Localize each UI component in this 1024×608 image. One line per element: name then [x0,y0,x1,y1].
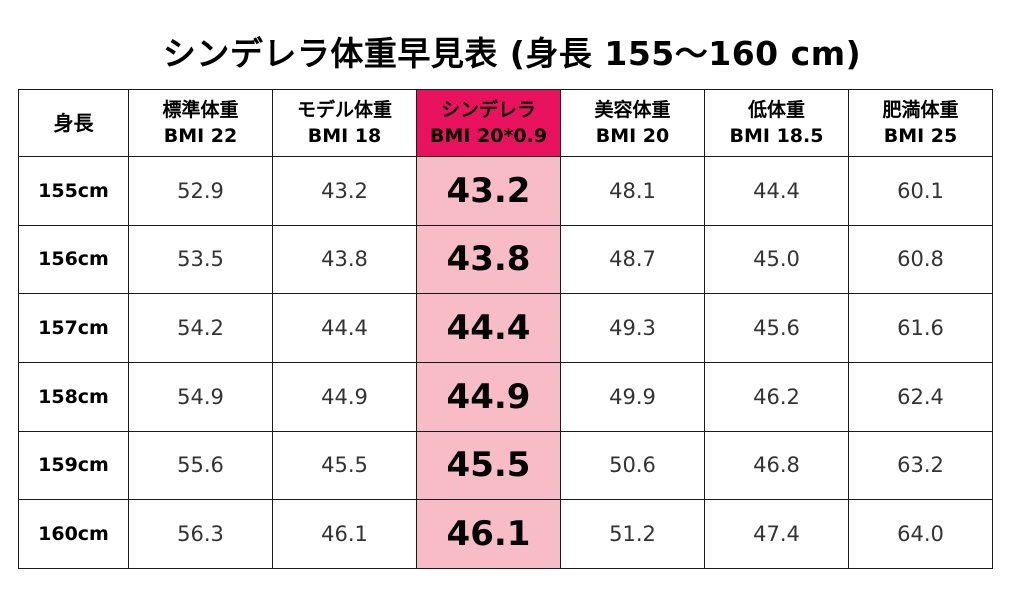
table-cell-beauty: 48.1 [560,156,705,226]
table-row: 159cm 55.6 45.5 45.5 50.6 46.8 63.2 [18,430,993,501]
table-row: 160cm 56.3 46.1 46.1 51.2 47.4 64.0 [18,499,993,569]
table-cell-underweight: 45.0 [704,224,849,295]
table-cell-obese: 60.8 [848,224,993,295]
table-cell-beauty: 50.6 [560,430,705,501]
column-header-label: シンデレラ [440,99,536,121]
table-cell-obese: 64.0 [848,499,993,569]
table-cell-underweight: 46.2 [704,361,849,432]
table-cell-model: 43.8 [272,224,417,295]
table-cell-obese: 63.2 [848,430,993,501]
column-header-standard: 標準体重 BMI 22 [128,89,273,157]
table-cell-model: 44.9 [272,361,417,432]
table-cell-standard: 54.9 [128,361,273,432]
table-cell-underweight: 46.8 [704,430,849,501]
table-header: 身長 標準体重 BMI 22 モデル体重 BMI 18 シンデレラ BMI 20… [18,89,993,157]
column-header-bmi: BMI 18.5 [729,125,824,147]
table-cell-standard: 56.3 [128,499,273,569]
header-row: 身長 標準体重 BMI 22 モデル体重 BMI 18 シンデレラ BMI 20… [18,89,993,157]
table-body: 155cm 52.9 43.2 43.2 48.1 44.4 60.1 156c… [18,156,993,569]
page-title: シンデレラ体重早見表 (身長 155～160 cm) [162,34,862,73]
table-cell-cinderella: 46.1 [416,499,561,569]
column-header-bmi: BMI 20 [595,125,670,147]
table-row: 157cm 54.2 44.4 44.4 49.3 45.6 61.6 [18,293,993,363]
table-cell-cinderella: 44.4 [416,293,561,363]
column-header-label: モデル体重 [296,99,392,121]
table-cell-cinderella: 45.5 [416,430,561,501]
table-cell-cinderella: 43.2 [416,156,561,226]
column-header-label: 低体重 [747,99,805,121]
column-header-label: 美容体重 [594,99,671,121]
table-cell-obese: 60.1 [848,156,993,226]
table-row: 155cm 52.9 43.2 43.2 48.1 44.4 60.1 [18,156,993,226]
table-cell-beauty: 51.2 [560,499,705,569]
table-cell-cinderella: 44.9 [416,361,561,432]
row-height-label: 158cm [18,361,129,432]
table-row: 156cm 53.5 43.8 43.8 48.7 45.0 60.8 [18,224,993,295]
column-header-obese: 肥満体重 BMI 25 [848,89,993,157]
table-cell-obese: 62.4 [848,361,993,432]
table-cell-model: 44.4 [272,293,417,363]
table-cell-underweight: 47.4 [704,499,849,569]
column-header-bmi: BMI 22 [163,125,238,147]
table-cell-beauty: 48.7 [560,224,705,295]
table-cell-beauty: 49.9 [560,361,705,432]
column-header-beauty: 美容体重 BMI 20 [560,89,705,157]
row-height-label: 157cm [18,293,129,363]
table-row: 158cm 54.9 44.9 44.9 49.9 46.2 62.4 [18,361,993,432]
row-height-label: 156cm [18,224,129,295]
table-cell-standard: 54.2 [128,293,273,363]
column-header-underweight: 低体重 BMI 18.5 [704,89,849,157]
table-cell-underweight: 44.4 [704,156,849,226]
table-cell-standard: 53.5 [128,224,273,295]
table-cell-model: 45.5 [272,430,417,501]
table-cell-model: 43.2 [272,156,417,226]
column-header-bmi: BMI 18 [307,125,382,147]
table-cell-standard: 52.9 [128,156,273,226]
row-height-label: 159cm [18,430,129,501]
row-height-label: 155cm [18,156,129,226]
table-cell-cinderella: 43.8 [416,224,561,295]
column-header-cinderella: シンデレラ BMI 20*0.9 [416,89,561,157]
column-header-bmi: BMI 25 [883,125,958,147]
table-cell-beauty: 49.3 [560,293,705,363]
column-header-bmi: BMI 20*0.9 [429,125,548,147]
column-header-model: モデル体重 BMI 18 [272,89,417,157]
column-header-label: 肥満体重 [882,99,959,121]
table-cell-obese: 61.6 [848,293,993,363]
weight-table: 身長 標準体重 BMI 22 モデル体重 BMI 18 シンデレラ BMI 20… [18,89,993,569]
table-cell-model: 46.1 [272,499,417,569]
column-header-label: 標準体重 [162,99,239,121]
table-cell-underweight: 45.6 [704,293,849,363]
corner-header-height: 身長 [18,89,129,157]
table-cell-standard: 55.6 [128,430,273,501]
row-height-label: 160cm [18,499,129,569]
